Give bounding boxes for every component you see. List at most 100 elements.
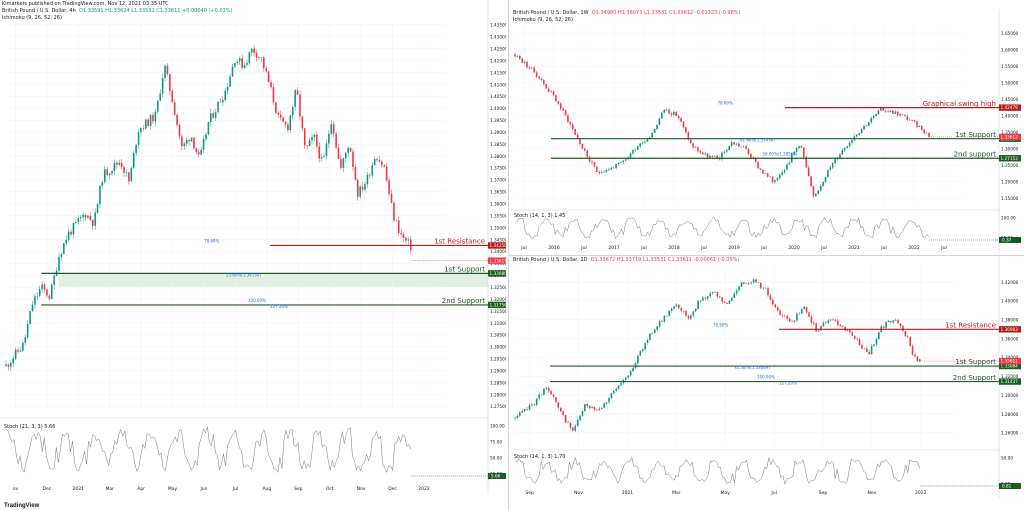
candle-body [545,84,548,89]
candle-body [723,151,726,153]
fib-label: 127.20% [270,304,288,309]
candle-body [615,163,617,169]
candle-body [588,405,591,409]
y-tick-label: 1.65000 [1001,31,1019,36]
candle-body [731,297,733,301]
y-tick-label: 1.39000 [490,130,506,135]
candle-body [164,65,166,79]
price-tag-text: 1.34250 [490,243,507,248]
candle-body [904,115,906,117]
candle-body [559,103,562,109]
candle-body [699,300,702,302]
candle-body [740,146,743,148]
candle-body [188,140,190,142]
candle-body [410,239,412,251]
candle-body [668,311,671,316]
candle-body [608,169,610,170]
y-tick-label: 1.38000 [490,154,506,159]
y-tick-label: 1.45000 [1001,97,1019,102]
candle-body [364,184,366,190]
x-tick-label: Jul [880,245,886,251]
candle-body [892,110,894,114]
support-label: 2nd support [954,150,997,158]
candle-body [516,56,519,57]
candle-body [868,351,870,355]
candle-body [916,356,919,362]
candle-body [769,176,771,178]
candle-body [591,161,593,163]
candle-body [381,161,383,166]
candle-body [385,166,388,181]
candle-body [330,124,333,135]
candle-body [908,119,911,121]
candle-body [144,119,147,129]
chart-panel-4h[interactable]: Kimarkets published on TradingView.com, … [0,0,506,510]
candle-body [222,100,224,103]
price-tag-text: 1.36983 [1001,327,1019,332]
candle-body [793,151,796,155]
candle-body [851,139,853,143]
candle-body [824,177,827,183]
candle-body [212,113,215,118]
candle-body [214,112,217,118]
candle-body [137,132,140,145]
candle-body [865,348,868,352]
candle-body [689,139,692,144]
candle-body [111,170,113,174]
candle-body [846,329,849,331]
candle-body [552,394,555,398]
candle-body [682,121,685,128]
candle-body [547,387,550,392]
candle-body [673,111,675,115]
candle-body [84,214,87,218]
candle-body [670,113,673,115]
candle-body [366,174,369,185]
candle-body [255,52,258,58]
candle-body [803,307,805,310]
candle-body [571,124,574,130]
candle-body [644,141,646,143]
candle-body [747,283,750,284]
candle-body [183,143,186,147]
candle-body [661,112,663,119]
candle-body [523,408,526,411]
candle-body [405,237,407,241]
candle-body [902,325,904,331]
candle-body [848,142,851,147]
candle-body [709,293,711,297]
price-tag [999,362,1021,370]
x-tick-label: Nov [574,490,583,496]
candle-body [569,122,572,125]
candle-body [704,153,706,155]
x-tick-label: Sep [525,490,534,496]
candle-body [543,388,545,395]
candle-body [289,115,292,131]
candle-body [395,220,398,222]
candle-body [402,234,405,238]
candle-body [764,173,767,174]
candle-body [576,419,579,426]
candle-body [668,109,670,114]
candle-body [250,48,253,53]
fib-label: 100.00% [248,298,266,303]
candle-body [875,114,877,117]
candle-body [579,138,581,145]
candle-body [555,95,557,102]
support-zone [58,273,489,288]
y-tick-label: 1.43500 [490,23,506,28]
candle-body [772,299,774,305]
candle-body [277,112,280,115]
candle-body [581,144,584,149]
chart-panel-1d[interactable]: British Pound / U.S. Dollar, 1D O1.33672… [511,256,1022,510]
support-label: 2nd Support [953,374,996,382]
candle-body [99,185,101,205]
candle-body [96,204,99,213]
tradingview-logo: TradingView [4,503,40,509]
candle-body [598,408,601,410]
candle-body [706,296,709,299]
chart-panel-1w[interactable]: British Pound / U.S. Dollar, 1W O1.34980… [511,9,1022,255]
candle-body [178,124,181,137]
candle-body [152,115,154,122]
candle-body [629,371,632,376]
panel-divider-horizontal [509,255,1024,256]
